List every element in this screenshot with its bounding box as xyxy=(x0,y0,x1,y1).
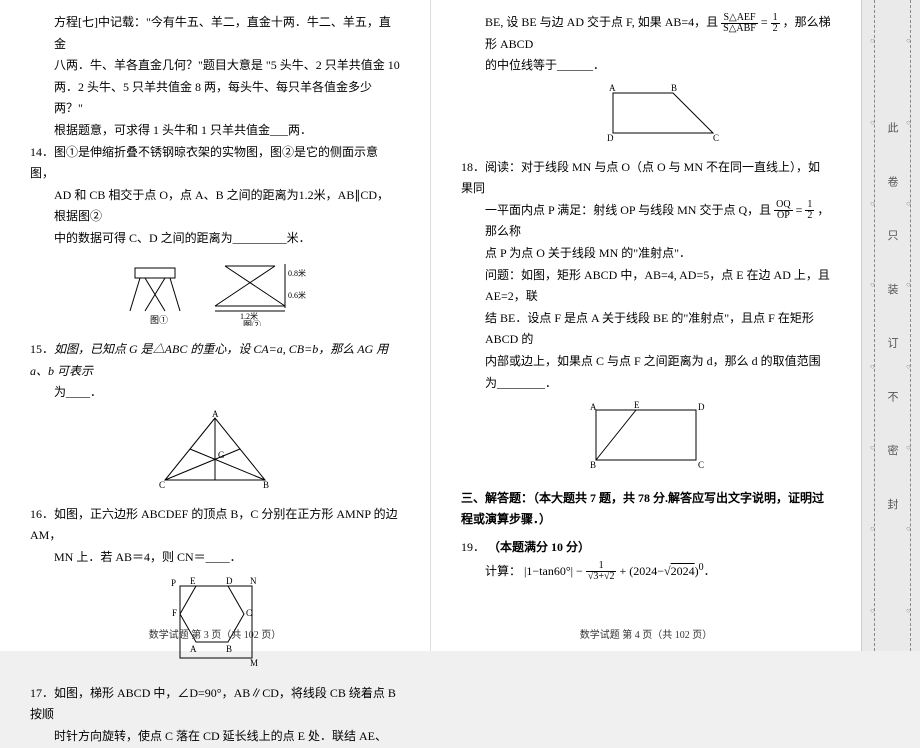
q16-figure: E D N F C P A B M xyxy=(30,574,400,677)
section3-title: 三、解答题：（本大题共 7 题，共 78 分.解答应写出文字说明，证明过程或演算… xyxy=(461,488,831,531)
q18-body: 一平面内点 P 满足：射线 OP 与线段 MN 交于点 Q，且 OQ OP = … xyxy=(485,200,831,395)
q16-num: 16． xyxy=(30,504,54,526)
q13-line4: 根据题意，可求得 1 头牛和 1 只羊共值金___两． xyxy=(54,120,400,142)
q15-line2: 为____． xyxy=(54,382,400,404)
q17-num: 17． xyxy=(30,683,54,705)
q18-l6: 内部或边上，如果点 C 与点 F 之间距离为 d，那么 d 的取值范围 xyxy=(485,351,831,373)
q18-l7: 为________． xyxy=(485,373,831,395)
svg-text:C: C xyxy=(159,480,165,490)
svg-text:D: D xyxy=(607,133,614,143)
svg-text:B: B xyxy=(671,83,677,93)
q19-body: 计算： |1−tan60°| − 1√3+√2 + (2024−√2024)0． xyxy=(485,559,831,583)
svg-text:A: A xyxy=(212,410,219,419)
q18-frac2: 1 2 xyxy=(805,200,814,221)
q18-frac1: OQ OP xyxy=(774,200,792,221)
pages-container: 方程[七]中记载："今有牛五、羊二，直金十两．牛二、羊五，直金 八两．牛、羊各直… xyxy=(0,0,861,651)
svg-text:E: E xyxy=(634,400,640,410)
q19-expr: |1−tan60°| − 1√3+√2 + (2024−√2024)0． xyxy=(524,564,716,578)
q19-num: 19． xyxy=(461,537,485,559)
svg-text:E: E xyxy=(190,576,196,586)
q17-line2: 时针方向旋转，使点 C 落在 CD 延长线上的点 E 处．联结 AE、 xyxy=(54,726,400,748)
svg-text:A: A xyxy=(190,644,197,654)
q13-line2: 八两．牛、羊各直金几何？"题目大意是 "5 头牛、2 只羊共值金 10 xyxy=(54,55,400,77)
q14-body: AD 和 CB 相交于点 O，点 A、B 之间的距离为1.2米，AB∥CD，根据… xyxy=(54,185,400,250)
q17-cont: BE, 设 BE 与边 AD 交于点 F, 如果 AB=4，且 S△AEF S△… xyxy=(485,12,831,151)
footer-right: 数学试题 第 4 页（共 102 页） xyxy=(431,627,861,645)
q15-svg: A B C G xyxy=(145,410,285,490)
q16-line1: 如图，正六边形 ABCDEF 的顶点 B，C 分别在正方形 AMNP 的边 AM… xyxy=(30,507,398,543)
q15-num: 15． xyxy=(30,339,54,361)
svg-text:F: F xyxy=(172,608,177,618)
binding-margin: ○○○○○○○○ ○○○○○○○○ 此 卷 只 装 订 不 密 封 xyxy=(861,0,920,651)
svg-text:A: A xyxy=(590,402,597,412)
fig1-label: 图① xyxy=(150,315,168,325)
q18-l4: 问题：如图，矩形 ABCD 中，AB=4, AD=5，点 E 在边 AD 上，且… xyxy=(485,265,831,308)
svg-text:P: P xyxy=(171,578,176,588)
q14-svg: 图① 0.8米 0.6米 1.2米 图② xyxy=(115,256,315,326)
q17c-l2: 的中位线等于______． xyxy=(485,55,831,77)
q15: 15．如图，已知点 G 是△ABC 的重心，设 CA=a, CB=b，那么 AG… xyxy=(30,339,400,497)
q19: 19． （本题满分 10 分） 计算： |1−tan60°| − 1√3+√2 … xyxy=(461,537,831,582)
q18-figure: A E D B C xyxy=(461,400,831,478)
q19-title: （本题满分 10 分） xyxy=(488,540,590,554)
dots-col-2: ○○○○○○○○ xyxy=(906,0,911,651)
q19-pre: 计算： xyxy=(485,564,521,578)
page-right: BE, 设 BE 与边 AD 交于点 F, 如果 AB=4，且 S△AEF S△… xyxy=(431,0,861,651)
q14-line3: 中的数据可得 C、D 之间的距离为_________米． xyxy=(54,228,400,250)
q14-num: 14． xyxy=(30,142,54,164)
q15-figure: A B C G xyxy=(30,410,400,498)
svg-text:A: A xyxy=(609,83,616,93)
svg-text:B: B xyxy=(590,460,596,470)
svg-text:C: C xyxy=(713,133,719,143)
q18-l1: 阅读：对于线段 MN 与点 O（点 O 与 MN 不在同一直线上），如果同 xyxy=(461,160,820,196)
h2: 0.6米 xyxy=(288,290,306,300)
fig2-label: 图② xyxy=(243,320,261,326)
q15-line1: 如图，已知点 G 是△ABC 的重心，设 CA=a, CB=b，那么 AG 用 … xyxy=(30,342,388,378)
q17-line1: 如图，梯形 ABCD 中，∠D=90°，AB∥CD，将线段 CB 绕着点 B 按… xyxy=(30,686,396,722)
q18: 18．阅读：对于线段 MN 与点 O（点 O 与 MN 不在同一直线上），如果同… xyxy=(461,157,831,478)
q14-figure: 图① 0.8米 0.6米 1.2米 图② xyxy=(30,256,400,334)
q17: 17．如图，梯形 ABCD 中，∠D=90°，AB∥CD，将线段 CB 绕着点 … xyxy=(30,683,400,748)
svg-text:G: G xyxy=(218,450,225,460)
q17c-l1: BE, 设 BE 与边 AD 交于点 F, 如果 AB=4，且 xyxy=(485,15,718,29)
q17-figure: A B C D xyxy=(485,83,831,151)
q13-line1: 方程[七]中记载："今有牛五、羊二，直金十两．牛二、羊五，直金 xyxy=(54,12,400,55)
q14-line1: 图①是伸缩折叠不锈钢晾衣架的实物图，图②是它的侧面示意图， xyxy=(30,145,378,181)
eq: = xyxy=(761,15,771,29)
q18-eq: = xyxy=(796,203,806,217)
binding-text: 此 卷 只 装 订 不 密 封 xyxy=(884,33,900,619)
q18-svg: A E D B C xyxy=(576,400,716,470)
svg-text:B: B xyxy=(263,480,269,490)
ratio-frac: S△AEF S△ABF xyxy=(721,13,758,34)
q18-l3: 点 P 为点 O 关于线段 MN 的"准射点"． xyxy=(485,243,831,265)
half-frac: 1 2 xyxy=(771,13,780,34)
svg-text:D: D xyxy=(698,402,705,412)
q14-line2: AD 和 CB 相交于点 O，点 A、B 之间的距离为1.2米，AB∥CD，根据… xyxy=(54,185,400,228)
svg-text:N: N xyxy=(250,576,257,586)
svg-text:M: M xyxy=(250,658,258,668)
h1: 0.8米 xyxy=(288,268,306,278)
page-left: 方程[七]中记载："今有牛五、羊二，直金十两．牛二、羊五，直金 八两．牛、羊各直… xyxy=(0,0,430,651)
svg-text:B: B xyxy=(226,644,232,654)
q18-num: 18． xyxy=(461,157,485,179)
svg-text:C: C xyxy=(698,460,704,470)
q17-svg: A B C D xyxy=(583,83,733,143)
q18-l2: 一平面内点 P 满足：射线 OP 与线段 MN 交于点 Q，且 xyxy=(485,203,771,217)
svg-text:D: D xyxy=(226,576,233,586)
q16-svg: E D N F C P A B M xyxy=(160,574,270,669)
q13-continuation: 方程[七]中记载："今有牛五、羊二，直金十两．牛二、羊五，直金 八两．牛、羊各直… xyxy=(54,12,400,142)
dots-col-1: ○○○○○○○○ xyxy=(870,0,875,651)
q18-l5: 结 BE．设点 F 是点 A 关于线段 BE 的"准射点"，且点 F 在矩形 A… xyxy=(485,308,831,351)
svg-text:C: C xyxy=(246,608,252,618)
footer-left: 数学试题 第 3 页（共 102 页） xyxy=(0,627,430,645)
q14: 14．图①是伸缩折叠不锈钢晾衣架的实物图，图②是它的侧面示意图， AD 和 CB… xyxy=(30,142,400,334)
q13-line3: 两．2 头牛、5 只羊共值金 8 两，每头牛、每只羊各值金多少两？" xyxy=(54,77,400,120)
q16-line2: MN 上．若 AB＝4，则 CN＝____． xyxy=(54,547,400,569)
